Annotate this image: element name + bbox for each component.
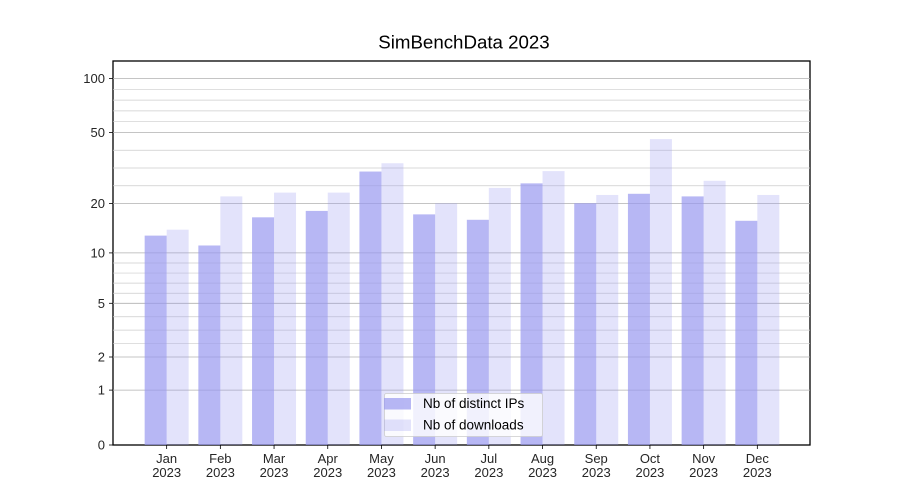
svg-text:2023: 2023 <box>260 465 289 480</box>
svg-text:2023: 2023 <box>367 465 396 480</box>
svg-text:5: 5 <box>98 296 105 311</box>
svg-text:May: May <box>369 451 394 466</box>
svg-text:20: 20 <box>91 196 105 211</box>
svg-text:SimBenchData 2023: SimBenchData 2023 <box>378 32 549 53</box>
svg-text:1: 1 <box>98 383 105 398</box>
svg-text:Jul: Jul <box>481 451 498 466</box>
svg-text:0: 0 <box>98 438 105 453</box>
svg-text:Dec: Dec <box>746 451 770 466</box>
svg-text:10: 10 <box>91 245 105 260</box>
svg-text:Jun: Jun <box>425 451 446 466</box>
svg-text:Aug: Aug <box>531 451 554 466</box>
svg-text:Mar: Mar <box>263 451 286 466</box>
svg-text:Apr: Apr <box>318 451 339 466</box>
svg-text:Nov: Nov <box>692 451 716 466</box>
svg-text:2023: 2023 <box>743 465 772 480</box>
svg-text:2023: 2023 <box>313 465 342 480</box>
svg-text:2023: 2023 <box>689 465 718 480</box>
svg-text:Nb of distinct IPs: Nb of distinct IPs <box>423 396 525 411</box>
svg-text:2023: 2023 <box>528 465 557 480</box>
svg-text:2023: 2023 <box>152 465 181 480</box>
svg-text:2023: 2023 <box>421 465 450 480</box>
svg-text:Feb: Feb <box>209 451 231 466</box>
svg-text:50: 50 <box>91 125 105 140</box>
svg-text:Jan: Jan <box>156 451 177 466</box>
svg-text:2023: 2023 <box>582 465 611 480</box>
svg-text:Oct: Oct <box>640 451 661 466</box>
svg-text:100: 100 <box>83 71 105 86</box>
svg-text:2023: 2023 <box>474 465 503 480</box>
svg-text:2: 2 <box>98 350 105 365</box>
svg-text:Nb of downloads: Nb of downloads <box>423 418 524 433</box>
svg-text:2023: 2023 <box>206 465 235 480</box>
svg-text:Sep: Sep <box>585 451 608 466</box>
svg-text:2023: 2023 <box>635 465 664 480</box>
